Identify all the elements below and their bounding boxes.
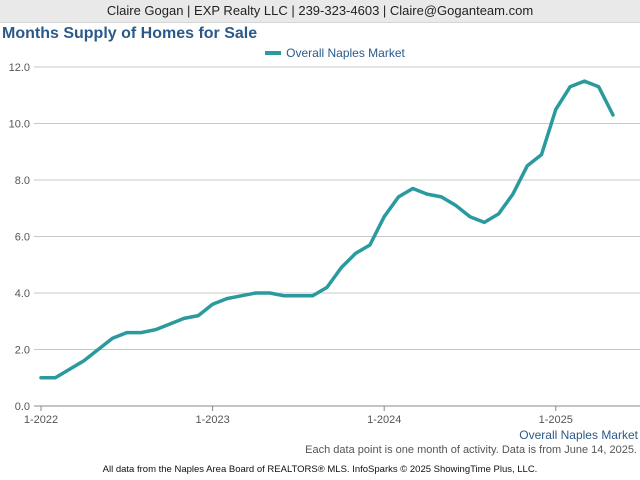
data-point [282,294,286,298]
data-point [440,195,443,199]
contact-header: Claire Gogan | EXP Realty LLC | 239-323-… [0,0,640,23]
y-tick-label: 6.0 [15,232,30,244]
data-point [225,297,229,300]
data-point [254,291,257,295]
chart-title: Months Supply of Homes for Sale [2,25,258,42]
chart-legend: Overall Naples Market [0,45,640,61]
data-point [311,294,314,298]
data-point [411,187,414,190]
data-point [54,376,57,379]
data-point [325,286,329,289]
data-point [97,348,100,351]
data-point [568,85,572,88]
data-point [111,337,114,340]
data-point [526,164,529,168]
data-point [125,331,128,334]
data-point [454,204,457,207]
data-point [597,85,600,88]
series-end-label: Overall Naples Market [519,428,638,442]
source-footer: All data from the Naples Area Board of R… [102,464,538,475]
legend-swatch [265,50,282,55]
x-tick-label: 1-2022 [24,414,58,426]
data-point [397,195,400,199]
data-point [468,215,472,218]
data-point [354,252,357,255]
data-point [511,192,515,196]
y-tick-label: 12.0 [9,62,30,74]
data-point [182,317,186,320]
x-tick-label: 1-2024 [367,414,401,426]
data-point [425,192,429,196]
legend-label: Overall Naples Market [286,46,405,60]
data-point [168,322,171,326]
data-point [540,153,543,156]
data-note: Each data point is one month of activity… [305,444,637,456]
data-point [497,212,500,216]
x-tick-label: 1-2025 [539,414,573,426]
data-point [39,376,43,379]
data-point [139,331,143,334]
data-point [368,243,372,247]
y-tick-label: 2.0 [15,345,30,357]
data-point [197,314,200,317]
data-point [611,113,615,117]
data-point [154,328,157,331]
data-point [383,215,386,218]
x-tick-label: 1-2023 [195,414,229,426]
data-point [211,303,214,306]
y-tick-label: 8.0 [15,175,30,187]
data-point [82,359,86,362]
y-tick-label: 0.0 [15,401,30,413]
data-point [583,79,586,83]
data-point [340,266,343,269]
data-point [297,294,300,298]
data-point [268,291,271,295]
data-point [554,108,557,111]
y-tick-label: 4.0 [15,288,30,300]
data-point [240,294,243,298]
y-tick-label: 10.0 [9,119,30,131]
contact-text: Claire Gogan | EXP Realty LLC | 239-323-… [106,3,534,18]
data-point [68,368,71,371]
data-point [483,221,486,224]
